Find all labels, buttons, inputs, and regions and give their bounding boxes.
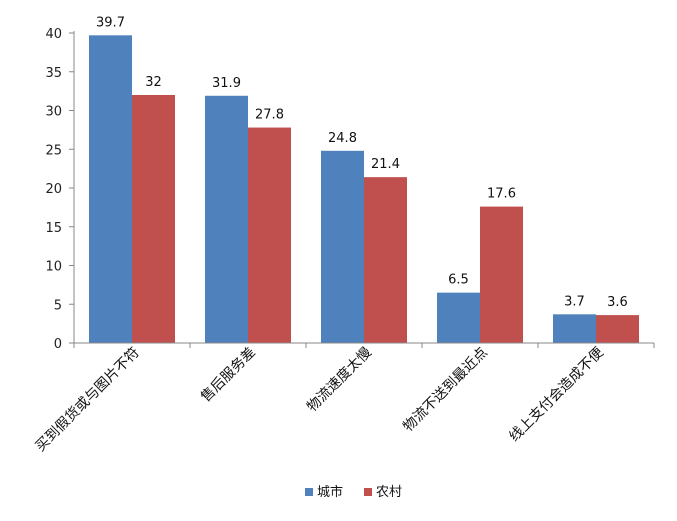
bar-city (205, 95, 248, 344)
y-tick-label: 5 (54, 298, 62, 313)
x-axis: 买到假货或与图片不符 售后服务差 物流速度太慢 物流不送到最近点 线上支付会造成不便 (32, 342, 655, 455)
category-label: 物流不送到最近点 (400, 345, 491, 436)
data-label: 32 (145, 75, 162, 90)
bar-rural (248, 127, 291, 343)
y-axis: 0 5 10 15 20 25 30 35 40 (45, 27, 75, 352)
bar-rural (596, 315, 639, 343)
y-tick-label: 0 (54, 337, 62, 352)
bar-city (437, 292, 480, 343)
y-tick-label: 20 (45, 182, 62, 197)
data-label: 24.8 (328, 131, 357, 146)
data-label: 31.9 (212, 76, 241, 91)
legend-label: 城市 (317, 484, 343, 500)
data-label: 3.6 (607, 295, 628, 310)
legend-swatch (364, 488, 372, 496)
bar-rural (364, 177, 407, 343)
data-label: 39.7 (96, 15, 125, 30)
bar-rural (132, 95, 175, 343)
data-label: 17.6 (487, 187, 516, 202)
bars (89, 35, 639, 344)
data-label: 21.4 (371, 157, 400, 172)
y-tick-label: 35 (45, 66, 62, 81)
category-label: 买到假货或与图片不符 (32, 344, 143, 455)
category-label: 线上支付会造成不便 (506, 345, 606, 445)
legend: 城市 农村 (305, 484, 402, 500)
legend-label: 农村 (376, 485, 402, 500)
data-label: 6.5 (448, 273, 469, 288)
category-label: 售后服务差 (198, 345, 259, 406)
y-tick-label: 15 (45, 221, 62, 236)
legend-swatch (305, 488, 313, 496)
data-labels: 39.7 32 31.9 27.8 24.8 21.4 6.5 17.6 3.7 3.6 (96, 15, 628, 310)
y-tick-label: 40 (45, 27, 62, 42)
bar-rural (480, 206, 523, 343)
bar-city (321, 150, 364, 343)
data-label: 3.7 (564, 294, 585, 309)
y-tick-label: 10 (45, 260, 62, 275)
data-label: 27.8 (255, 108, 284, 123)
category-label: 物流速度太慢 (303, 344, 374, 415)
y-tick-label: 30 (45, 105, 62, 120)
bar-city (89, 35, 132, 343)
y-tick-label: 25 (45, 143, 62, 158)
bar-city (553, 314, 596, 343)
